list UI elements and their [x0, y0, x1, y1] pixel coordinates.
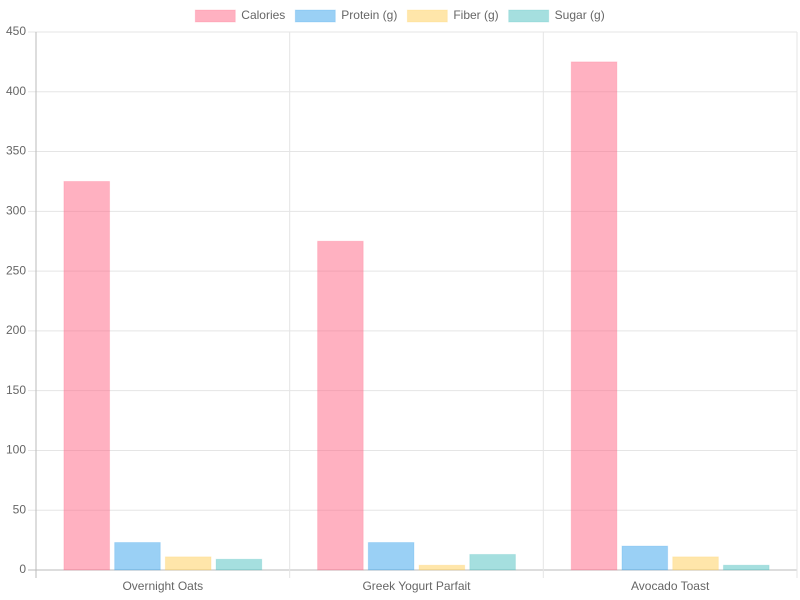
bar [418, 564, 466, 571]
legend-label: Fiber (g) [453, 8, 498, 22]
y-tick-label: 300 [6, 204, 26, 218]
legend-label: Calories [241, 8, 285, 22]
y-tick-label: 350 [6, 144, 26, 158]
bar [367, 542, 415, 571]
legend-label: Sugar (g) [555, 8, 605, 22]
x-tick-label: Avocado Toast [631, 579, 710, 593]
y-tick-label: 400 [6, 84, 26, 98]
y-tick-label: 0 [19, 562, 26, 576]
bar [672, 556, 719, 571]
bar [215, 558, 263, 571]
bar [722, 564, 770, 571]
bar [570, 61, 618, 571]
x-tick-label: Greek Yogurt Parfait [362, 579, 471, 593]
x-tick-label: Overnight Oats [122, 579, 203, 593]
bar [63, 180, 111, 571]
bar [621, 545, 669, 571]
bar [317, 240, 364, 571]
y-tick-label: 150 [6, 383, 26, 397]
bar [114, 542, 161, 571]
bar [469, 553, 516, 571]
bar [164, 556, 212, 571]
legend-swatch [294, 9, 336, 23]
legend-swatch [508, 9, 550, 23]
legend-swatch [194, 9, 236, 23]
y-tick-label: 100 [6, 443, 26, 457]
legend-swatch [406, 9, 448, 23]
legend-label: Protein (g) [341, 8, 397, 22]
y-tick-label: 450 [6, 24, 26, 38]
y-tick-label: 50 [13, 502, 27, 516]
y-tick-label: 250 [6, 263, 26, 277]
y-tick-label: 200 [6, 323, 26, 337]
